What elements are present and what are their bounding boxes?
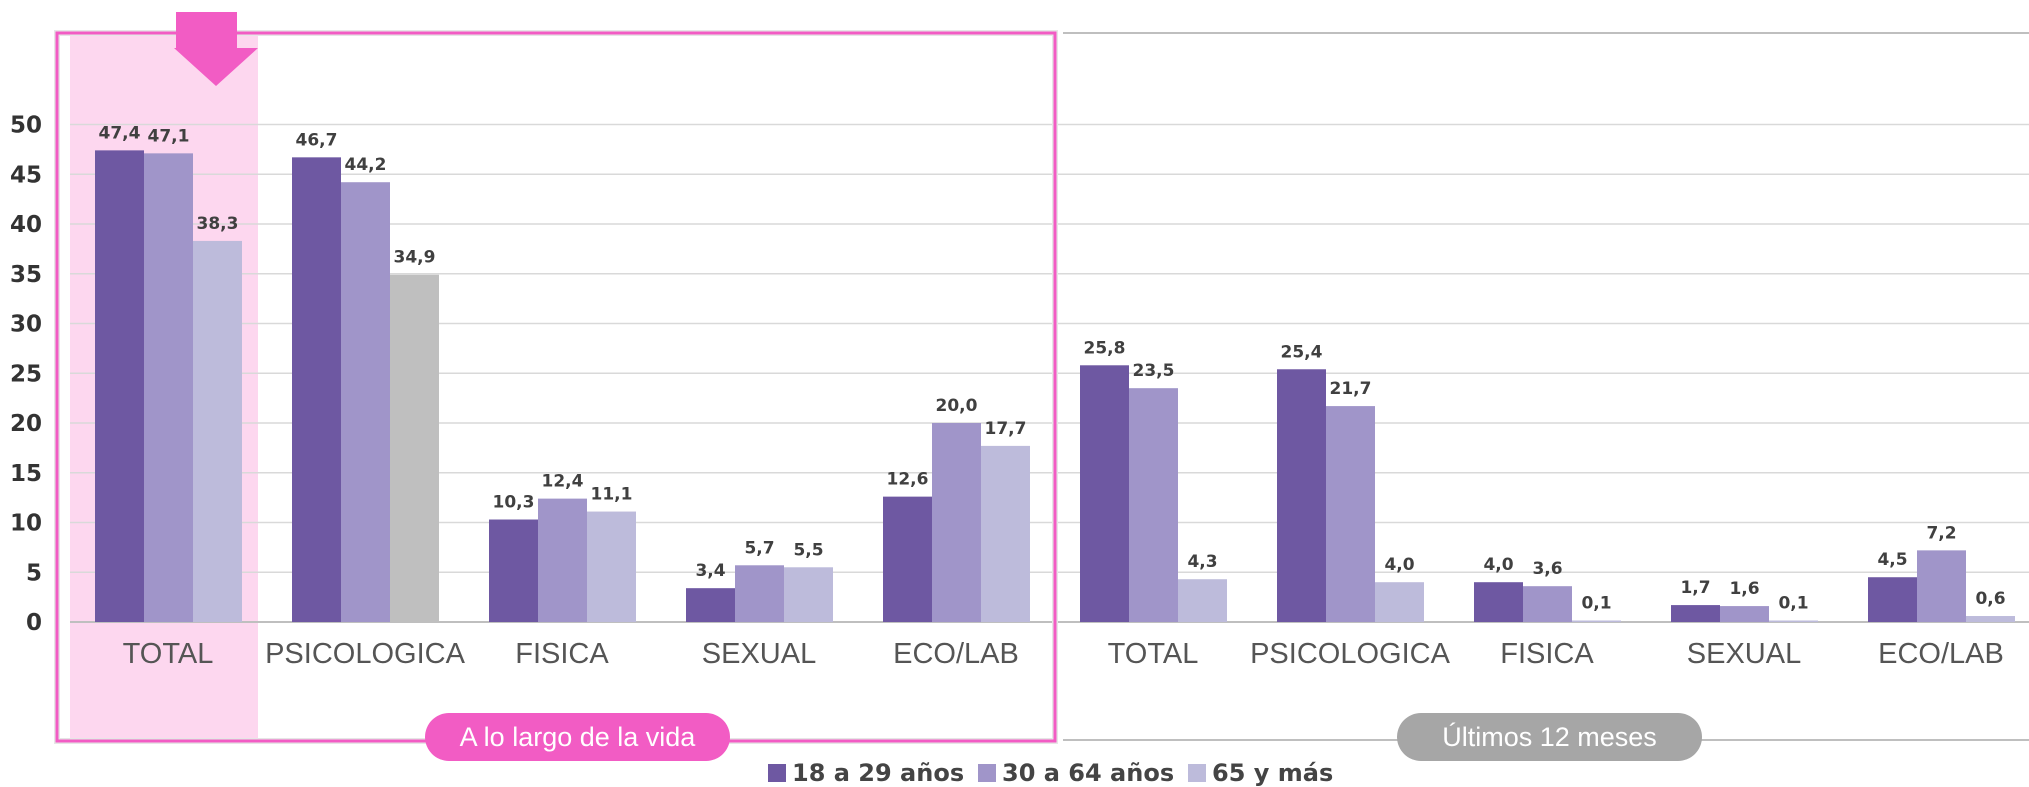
data-label: 10,3	[493, 493, 535, 513]
bar	[1474, 582, 1523, 622]
x-axis: TOTAL PSICOLOGICA FISICA SEXUAL ECO/LAB TOTAL…	[123, 638, 2004, 670]
group-label: A lo largo de la vida	[460, 722, 697, 752]
data-label: 25,8	[1084, 338, 1126, 358]
annotations: A lo largo de la vida Últimos 12 meses	[54, 12, 1702, 761]
y-axis: 0 5 10 15 20 25 30 35 40 45 50	[10, 113, 42, 637]
y-tick-label: 35	[10, 262, 42, 288]
bar	[538, 498, 587, 622]
data-label: 44,2	[345, 155, 387, 175]
data-label: 5,7	[744, 538, 774, 558]
bar	[1523, 586, 1572, 622]
data-label: 12,4	[542, 472, 584, 492]
bar	[1720, 606, 1769, 622]
data-label: 38,3	[197, 214, 239, 234]
data-label: 4,3	[1187, 552, 1217, 572]
bar	[883, 496, 932, 622]
data-label: 7,2	[1926, 523, 1956, 543]
group-pill-lifetime	[425, 713, 730, 761]
bar	[1671, 605, 1720, 622]
bar	[95, 150, 144, 622]
data-label: 34,9	[394, 248, 436, 268]
category-label: SEXUAL	[702, 638, 816, 670]
data-label: 20,0	[936, 396, 978, 416]
data-label: 46,7	[296, 130, 338, 150]
down-arrow-icon	[174, 12, 258, 86]
category-label: PSICOLOGICA	[1250, 638, 1450, 670]
data-label: 1,6	[1729, 579, 1759, 599]
bar	[489, 519, 538, 622]
category-label: TOTAL	[123, 638, 214, 670]
data-label: 25,4	[1281, 342, 1323, 362]
bars	[95, 150, 2015, 623]
y-tick-label: 50	[10, 113, 42, 139]
bar	[1080, 365, 1129, 622]
bar	[193, 240, 242, 623]
data-label: 17,7	[985, 419, 1027, 439]
category-label: FISICA	[515, 638, 609, 670]
bar	[686, 588, 735, 622]
data-label: 12,6	[887, 470, 929, 490]
data-label: 4,5	[1877, 550, 1907, 570]
bar	[735, 565, 784, 622]
data-label: 23,5	[1133, 361, 1175, 381]
legend: 18 a 29 años 30 a 64 años 65 y más	[768, 759, 1333, 787]
bar	[1375, 582, 1424, 622]
legend-label: 30 a 64 años	[1002, 759, 1174, 787]
bar	[144, 153, 193, 623]
data-label: 4,0	[1384, 555, 1414, 575]
y-tick-label: 10	[10, 511, 42, 537]
y-tick-label: 40	[10, 212, 42, 238]
legend-swatch	[978, 764, 996, 782]
bar	[981, 445, 1030, 622]
bar	[784, 567, 833, 622]
bar	[1769, 620, 1818, 622]
bar	[1966, 616, 2015, 622]
legend-swatch	[1188, 764, 1206, 782]
legend-swatch	[768, 764, 786, 782]
data-label: 0,1	[1778, 594, 1808, 614]
legend-label: 65 y más	[1212, 759, 1333, 787]
group-pill-12-months	[1397, 713, 1702, 761]
bar	[292, 157, 341, 622]
group-label: Últimos 12 meses	[1442, 721, 1657, 752]
category-label: FISICA	[1500, 638, 1594, 670]
data-label: 4,0	[1483, 555, 1513, 575]
data-label: 11,1	[591, 485, 633, 505]
category-label: PSICOLOGICA	[265, 638, 465, 670]
data-label: 3,4	[695, 561, 725, 581]
value-labels: 47,4 47,1 38,3 46,7 44,2 34,9 10,3 12,4 11,1 3,4 5…	[99, 123, 2006, 613]
data-label: 47,1	[148, 126, 190, 146]
bar	[390, 274, 439, 622]
y-tick-label: 5	[26, 560, 42, 586]
data-label: 0,6	[1975, 589, 2005, 609]
bar	[1868, 577, 1917, 622]
data-label: 0,1	[1581, 594, 1611, 614]
bar	[587, 511, 636, 622]
category-label: ECO/LAB	[1878, 638, 2004, 670]
bar	[932, 423, 981, 622]
data-label: 5,5	[793, 540, 823, 560]
bar	[1178, 579, 1227, 622]
y-tick-label: 45	[10, 162, 42, 188]
y-tick-label: 0	[26, 610, 42, 636]
bar	[1572, 620, 1621, 622]
data-label: 3,6	[1532, 559, 1562, 579]
y-tick-label: 30	[10, 312, 42, 338]
y-tick-label: 15	[10, 461, 42, 487]
bar	[1917, 550, 1966, 622]
category-label: TOTAL	[1108, 638, 1199, 670]
bar	[1129, 388, 1178, 622]
category-label: ECO/LAB	[893, 638, 1019, 670]
y-tick-label: 20	[10, 411, 42, 437]
bar	[1326, 406, 1375, 622]
data-label: 21,7	[1330, 379, 1372, 399]
category-label: SEXUAL	[1687, 638, 1801, 670]
legend-label: 18 a 29 años	[792, 759, 964, 787]
y-tick-label: 25	[10, 361, 42, 387]
bar	[1277, 369, 1326, 622]
data-label: 47,4	[99, 123, 141, 143]
data-label: 1,7	[1680, 578, 1710, 598]
bar	[341, 182, 390, 622]
